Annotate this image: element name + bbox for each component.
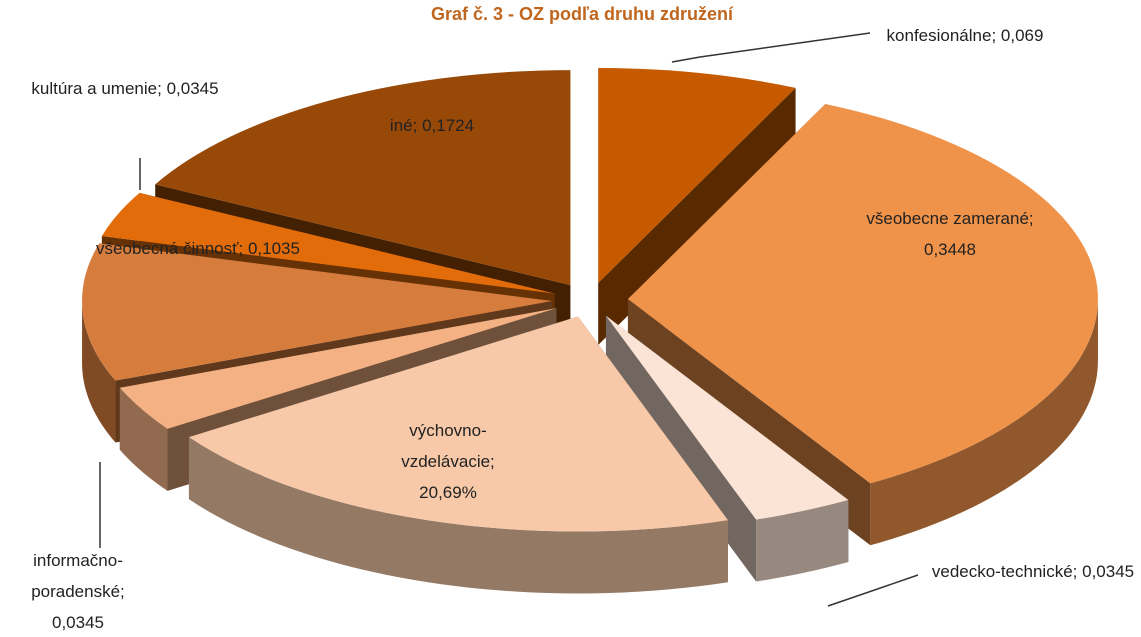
slice-top <box>605 315 849 520</box>
data-label: konfesionálne; 0,069 <box>855 20 1075 51</box>
slice-top <box>188 316 729 532</box>
slice-top <box>155 70 571 286</box>
label-category: iné <box>389 116 413 135</box>
label-separator: ; <box>412 116 423 135</box>
slice <box>188 316 729 594</box>
label-category: všeobecne zamerané <box>866 209 1029 228</box>
label-category: kultúra a umenie <box>31 79 158 98</box>
label-separator: ; <box>1072 562 1083 581</box>
slice-top <box>598 68 796 284</box>
data-label: výchovno-vzdelávacie; 20,69% <box>373 415 523 508</box>
slice-wall <box>82 300 116 443</box>
label-category: všeobecná činnosť <box>96 239 239 258</box>
slice-wall <box>756 499 849 582</box>
data-label: všeobecná činnosť; 0,1035 <box>78 233 318 264</box>
label-value: 0,0345 <box>52 613 104 632</box>
data-label: všeobecne zamerané; 0,3448 <box>850 203 1050 265</box>
label-separator: ; <box>1028 209 1034 228</box>
label-separator: ; <box>490 452 495 471</box>
slice-top <box>119 308 557 429</box>
slice-top <box>627 103 1098 484</box>
leader-line <box>671 56 701 63</box>
data-label: informačno-poradenské; 0,0345 <box>3 545 153 637</box>
data-label: vedecko-technické; 0,0345 <box>918 556 1141 587</box>
label-separator: ; <box>991 26 1001 45</box>
leader-line <box>827 574 919 607</box>
slice-wall <box>119 387 168 491</box>
slice <box>627 103 1098 546</box>
slice-wall <box>188 437 729 594</box>
label-value: 0,0345 <box>166 79 219 98</box>
label-separator: ; <box>157 79 167 98</box>
label-category: konfesionálne <box>886 26 992 45</box>
label-value: 20,69% <box>419 483 477 502</box>
slice-side <box>119 308 557 450</box>
chart-title: Graf č. 3 - OZ podľa druhu združení <box>431 4 733 24</box>
slice-wall <box>870 299 1098 546</box>
label-value: 0,0345 <box>1082 562 1135 581</box>
label-separator: ; <box>238 239 248 258</box>
leader-line <box>699 32 871 58</box>
label-separator: ; <box>120 582 125 601</box>
slice-top <box>82 243 553 381</box>
slice-top <box>101 192 555 294</box>
data-label: iné; 0,1724 <box>302 110 562 141</box>
label-value: 0,1035 <box>247 239 300 258</box>
label-value: 0,3448 <box>924 240 976 259</box>
label-category: vedecko-technické <box>931 562 1073 581</box>
label-value: 0,069 <box>1000 26 1044 45</box>
label-category: informačno-poradenské <box>31 551 123 601</box>
label-category: výchovno-vzdelávacie <box>401 421 491 471</box>
label-value: 0,1724 <box>422 116 475 135</box>
data-label: kultúra a umenie; 0,0345 <box>10 73 240 104</box>
